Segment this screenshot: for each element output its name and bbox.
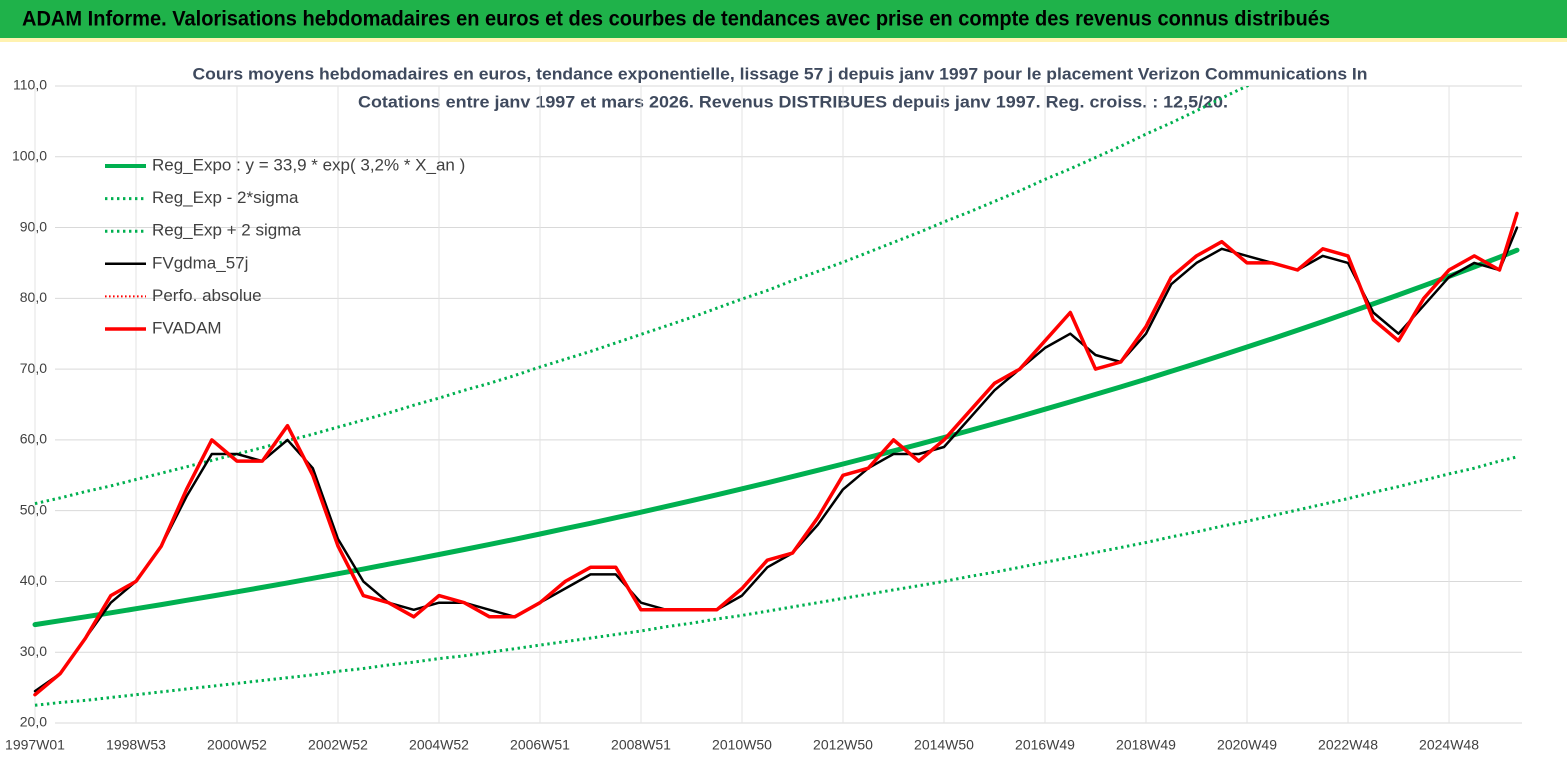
y-tick-label: 20,0 xyxy=(20,714,47,730)
x-tick-label: 2012W50 xyxy=(813,737,873,753)
x-tick-label: 2002W52 xyxy=(308,737,368,753)
y-tick-label: 100,0 xyxy=(12,147,47,163)
y-tick-label: 30,0 xyxy=(20,643,47,659)
x-tick-label: 2000W52 xyxy=(207,737,267,753)
legend-label: Reg_Expo : y = 33,9 * exp( 3,2% * X_an ) xyxy=(152,155,465,174)
x-tick-label: 2008W51 xyxy=(611,737,671,753)
y-tick-label: 60,0 xyxy=(20,431,47,447)
x-tick-label: 2016W49 xyxy=(1015,737,1075,753)
x-tick-label: 2020W49 xyxy=(1217,737,1277,753)
y-tick-label: 40,0 xyxy=(20,572,47,588)
x-tick-label: 2006W51 xyxy=(510,737,570,753)
series-line xyxy=(34,455,1518,707)
legend-label: FVADAM xyxy=(152,318,222,337)
y-tick-label: 110,0 xyxy=(13,77,47,93)
y-tick-label: 90,0 xyxy=(20,218,47,234)
chart-title: Cours moyens hebdomadaires en euros, ten… xyxy=(193,64,1368,83)
x-tick-label: 1997W01 xyxy=(5,737,65,753)
legend-label: Reg_Exp + 2 sigma xyxy=(152,221,301,240)
header-title: ADAM Informe. Valorisations hebdomadaire… xyxy=(22,8,1330,31)
y-tick-label: 50,0 xyxy=(20,501,47,517)
x-tick-label: 2018W49 xyxy=(1116,737,1176,753)
legend-label: Perfo. absolue xyxy=(152,286,262,305)
x-tick-label: 2022W48 xyxy=(1318,737,1378,753)
chart-subtitle: Cotations entre janv 1997 et mars 2026. … xyxy=(358,92,1228,111)
x-tick-label: 2024W48 xyxy=(1419,737,1479,753)
legend-label: Reg_Exp - 2*sigma xyxy=(152,188,299,207)
series-line xyxy=(33,211,1519,697)
y-tick-label: 80,0 xyxy=(20,289,47,305)
legend-label: FVgdma_57j xyxy=(152,253,248,272)
x-tick-label: 2010W50 xyxy=(712,737,772,753)
series-line xyxy=(32,247,1520,628)
header-border xyxy=(0,38,1567,42)
x-tick-label: 2004W52 xyxy=(409,737,469,753)
x-tick-label: 1998W53 xyxy=(106,737,166,753)
y-tick-label: 70,0 xyxy=(20,360,47,376)
header-bar xyxy=(0,0,1567,38)
x-tick-label: 2014W50 xyxy=(914,737,974,753)
